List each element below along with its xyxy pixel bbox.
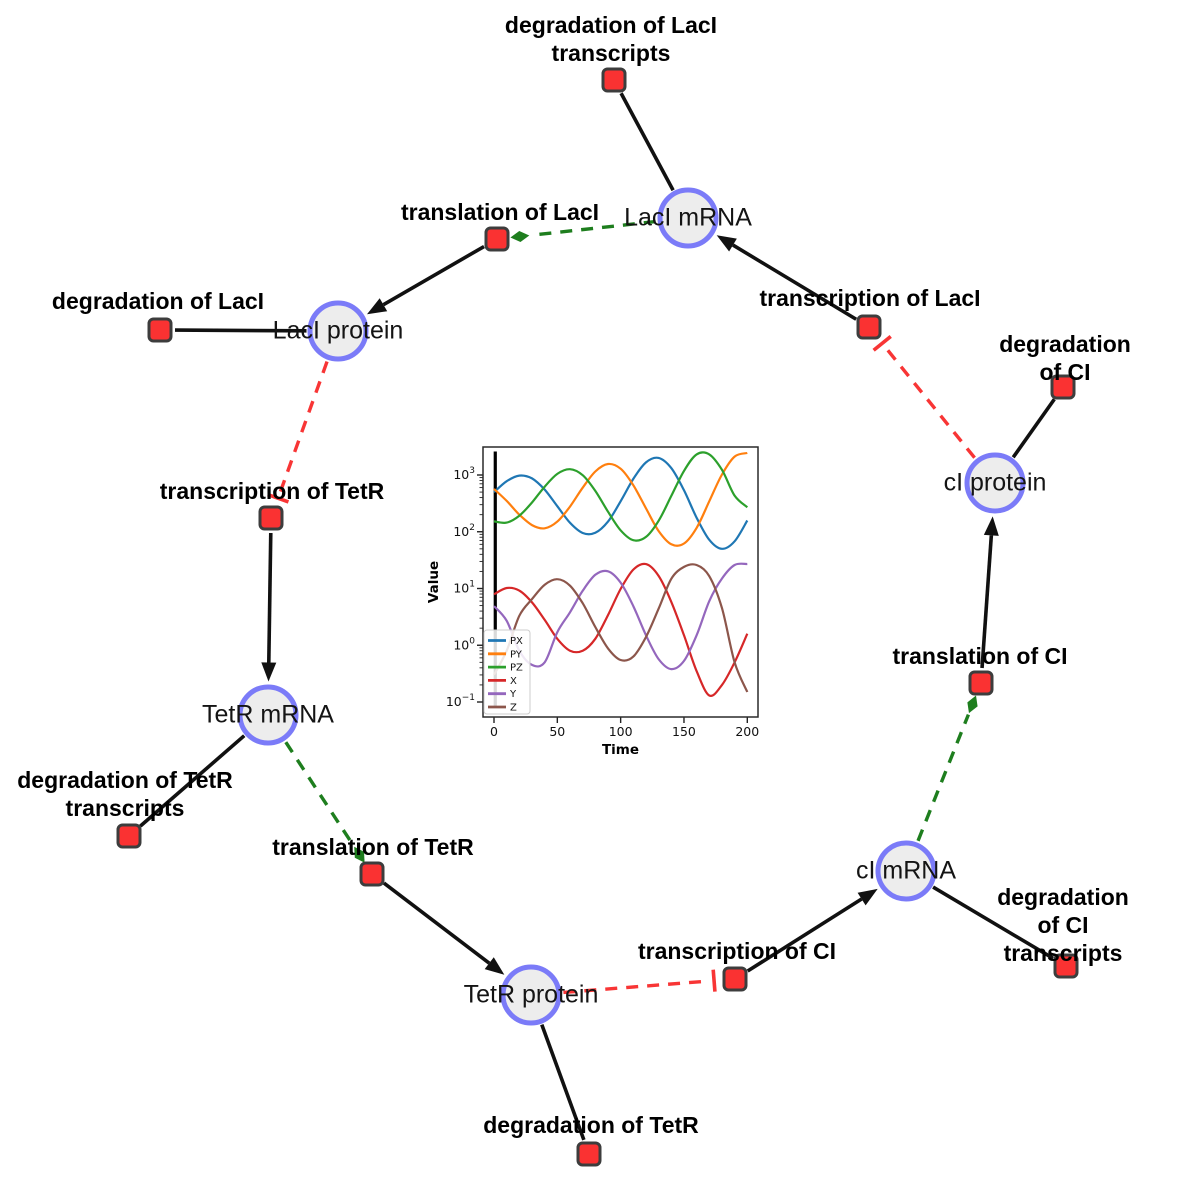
legend-label-PY: PY: [510, 649, 523, 660]
y-tick-label: 103: [453, 466, 475, 482]
inset-chart: 0 50 100 150 200 103 102 101 100 10−1 Time Value PX P…: [425, 430, 775, 762]
x-tick-label: 150: [672, 724, 696, 739]
edge-modifier-ci_mrna-tl_ci: [916, 695, 978, 842]
y-axis-label: Value: [426, 561, 442, 603]
reaction-node-deg_ci_tx[interactable]: [1053, 953, 1079, 979]
reaction-node-tl_ci[interactable]: [968, 670, 994, 696]
x-tick-label: 0: [490, 724, 498, 739]
plot-border: [482, 446, 759, 718]
edge-production-tl_ci-ci_protein: [980, 516, 999, 669]
series-PX: [493, 456, 749, 550]
y-tick-label: 10−1: [446, 693, 475, 709]
edge-consumption-tetr_protein-deg_tetr: [540, 1023, 586, 1141]
legend-label-X: X: [510, 676, 517, 687]
x-axis-label: Time: [602, 742, 639, 758]
series-X: [493, 562, 749, 698]
reaction-label-deg_tetr_tx: degradation of TetR transcripts: [17, 766, 233, 821]
edge-consumption-laci_mrna-deg_laci_tx: [619, 92, 675, 192]
series-Z: [493, 563, 749, 693]
reaction-label-tl_tetr: translation of TetR: [272, 833, 474, 860]
edge-consumption-ci_mrna-deg_ci_tx: [932, 885, 1055, 960]
reaction-node-deg_tetr_tx[interactable]: [116, 823, 142, 849]
species-node-tetr_mrna[interactable]: [237, 684, 299, 746]
edge-inhibition-tetr_protein-txn_ci: [563, 969, 717, 995]
series-PY: [493, 451, 748, 547]
edge-consumption-ci_protein-deg_ci: [1011, 398, 1056, 459]
series-Y: [493, 562, 748, 671]
legend-label-Z: Z: [510, 703, 517, 714]
reaction-node-txn_laci[interactable]: [856, 314, 882, 340]
x-tick-label: 200: [735, 724, 759, 739]
reaction-label-deg_tetr: degradation of TetR: [483, 1111, 699, 1138]
reaction-label-tl_laci: translation of LacI: [400, 198, 600, 225]
species-node-ci_mrna[interactable]: [875, 840, 937, 902]
species-label-ci_protein: cI protein: [943, 468, 1047, 497]
species-label-tetr_protein: TetR protein: [463, 980, 599, 1009]
reaction-node-deg_ci[interactable]: [1050, 374, 1076, 400]
legend-label-PX: PX: [510, 636, 523, 647]
species-label-laci_protein: LacI protein: [272, 316, 404, 345]
edge-production-txn_ci-ci_mrna: [746, 888, 878, 973]
reaction-label-tl_ci: translation of CI: [892, 642, 1068, 669]
edge-production-tl_laci-laci_protein: [366, 244, 485, 315]
reaction-label-deg_ci_tx: degradation of CI transcripts: [997, 883, 1129, 967]
reaction-node-deg_laci[interactable]: [147, 317, 173, 343]
y-tick-label: 100: [453, 636, 475, 652]
edge-consumption-laci_protein-deg_laci: [174, 328, 307, 333]
edge-inhibition-ci_protein-txn_laci: [872, 335, 976, 459]
series-PZ: [493, 451, 749, 542]
y-tick-label: 102: [453, 523, 475, 539]
edge-production-txn_laci-laci_mrna: [716, 235, 858, 321]
reaction-node-deg_laci_tx[interactable]: [601, 67, 627, 93]
edge-modifier-laci_mrna-tl_laci: [510, 219, 656, 242]
reaction-node-txn_ci[interactable]: [722, 966, 748, 992]
species-node-tetr_protein[interactable]: [500, 964, 562, 1026]
species-node-laci_protein[interactable]: [307, 300, 369, 362]
legend-label-Y: Y: [509, 689, 517, 700]
legend-label-PZ: PZ: [510, 663, 523, 674]
reaction-label-txn_tetr: transcription of TetR: [159, 477, 385, 504]
reaction-label-deg_ci: degradation of CI: [999, 330, 1131, 385]
species-node-ci_protein[interactable]: [964, 452, 1026, 514]
legend: PX PY PZ XYZ: [483, 629, 531, 715]
edge-inhibition-laci_protein-txn_tetr: [267, 361, 329, 504]
x-tick-label: 50: [549, 724, 565, 739]
edge-production-tl_tetr-tetr_protein: [382, 881, 505, 975]
species-label-tetr_mrna: TetR mRNA: [202, 700, 334, 729]
species-label-laci_mrna: LacI mRNA: [624, 203, 752, 232]
y-tick-label: 101: [453, 580, 475, 596]
reaction-label-deg_laci_tx: degradation of LacI transcripts: [504, 11, 718, 66]
reaction-node-deg_tetr[interactable]: [576, 1141, 602, 1167]
reaction-node-tl_tetr[interactable]: [359, 861, 385, 887]
edge-consumption-tetr_mrna-deg_tetr_tx: [139, 734, 246, 828]
x-tick-label: 100: [609, 724, 633, 739]
species-label-ci_mrna: cI mRNA: [856, 856, 956, 885]
edge-production-txn_tetr-tetr_mrna: [261, 532, 277, 682]
edge-modifier-tetr_mrna-tl_tetr: [284, 741, 365, 863]
reaction-node-txn_tetr[interactable]: [258, 505, 284, 531]
reaction-label-txn_ci: transcription of CI: [637, 937, 837, 964]
reaction-label-txn_laci: transcription of LacI: [759, 284, 981, 311]
reaction-label-deg_laci: degradation of LacI: [51, 287, 265, 314]
species-node-laci_mrna[interactable]: [657, 187, 719, 249]
timeseries-plot: 0 50 100 150 20010310210110010−1TimeValuePXP…: [426, 446, 759, 758]
reaction-node-tl_laci[interactable]: [484, 226, 510, 252]
